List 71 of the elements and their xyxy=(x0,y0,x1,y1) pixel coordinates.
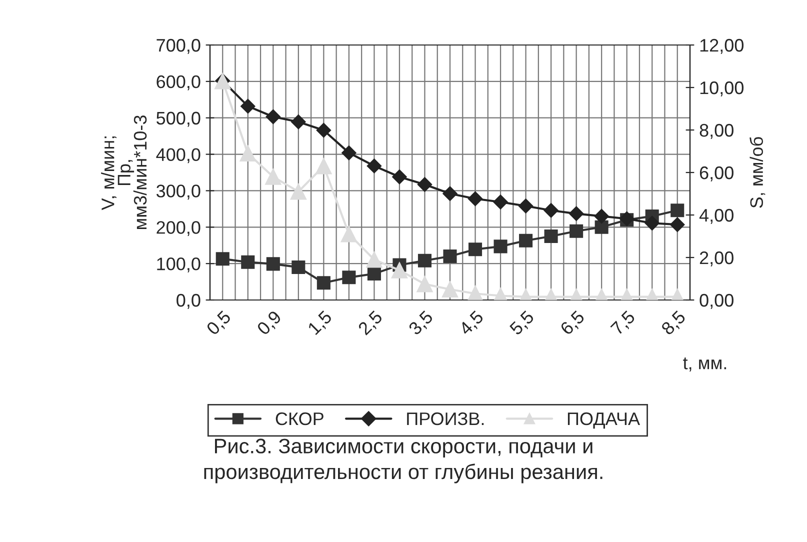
y-tick-label: 300,0 xyxy=(156,184,200,200)
point xyxy=(644,216,660,231)
legend-label: ПОДАЧА xyxy=(568,412,640,429)
y2-tick-label: 12,00 xyxy=(700,38,744,54)
point xyxy=(418,254,432,268)
point xyxy=(340,226,358,242)
point xyxy=(494,240,508,254)
y-tick-label: 0,0 xyxy=(176,294,200,309)
y-tick-label: 200,0 xyxy=(156,221,200,236)
y-tick-label: 400,0 xyxy=(156,148,200,164)
point xyxy=(366,158,382,174)
legend-label: ПРОИЗВ. xyxy=(407,412,484,426)
point xyxy=(367,267,381,281)
y-tick-label: 500,0 xyxy=(156,112,200,127)
x-tick-label: 3,5 xyxy=(408,310,436,338)
y2-tick-label: 0,00 xyxy=(700,294,734,309)
point xyxy=(493,194,508,210)
y-tick-label: 600,0 xyxy=(156,75,200,90)
y-axis-title: V, м/мин; Пр, мм3/мин*10-3 xyxy=(101,116,147,230)
point xyxy=(670,204,684,218)
point xyxy=(392,169,407,184)
point xyxy=(292,260,306,274)
point xyxy=(216,252,230,266)
point xyxy=(316,122,332,138)
point xyxy=(518,198,534,214)
point xyxy=(316,158,332,174)
point xyxy=(670,217,685,232)
x-tick-label: 6,5 xyxy=(560,310,587,338)
point xyxy=(240,98,256,114)
point xyxy=(544,229,558,244)
y-tick-label: 700,0 xyxy=(156,38,200,54)
y2-tick-label: 2,00 xyxy=(700,251,734,266)
y-tick-label: 100,0 xyxy=(157,258,200,272)
point xyxy=(570,224,584,238)
x-tick-label: 0,9 xyxy=(256,310,284,338)
point xyxy=(342,145,356,160)
point xyxy=(594,208,609,224)
y2-tick-label: 10,00 xyxy=(700,81,744,96)
y2-axis-title: S, мм/об xyxy=(750,137,766,208)
point xyxy=(266,109,281,124)
y2-tick-label: 6,00 xyxy=(700,166,734,182)
x-tick-label: 4,5 xyxy=(458,310,486,338)
x-tick-label: 8,5 xyxy=(660,310,688,338)
point xyxy=(468,242,482,256)
point xyxy=(290,183,307,200)
point xyxy=(342,270,356,284)
x-tick-label: 7,5 xyxy=(610,310,638,338)
point xyxy=(519,234,533,248)
point xyxy=(417,177,432,192)
text: Рис.3. Зависимости скорости, подачи и производительности от глубины резания. xyxy=(204,438,602,484)
point xyxy=(240,145,256,162)
point xyxy=(366,251,382,268)
y2-tick-label: 4,00 xyxy=(699,208,734,224)
x-tick-label: 2,5 xyxy=(357,310,385,338)
point xyxy=(544,202,558,218)
point xyxy=(442,186,458,202)
legend-label: СКОР xyxy=(276,412,324,426)
point xyxy=(468,191,483,206)
x-tick-label: 0,5 xyxy=(206,310,233,338)
point xyxy=(266,257,280,271)
point xyxy=(265,168,282,185)
x-axis-title: t, мм. xyxy=(683,358,726,372)
y2-tick-label: 8,00 xyxy=(700,124,734,139)
point xyxy=(443,250,457,264)
point xyxy=(241,255,255,269)
point xyxy=(594,220,608,234)
x-tick-label: 1,5 xyxy=(307,310,334,337)
point xyxy=(291,114,306,130)
point xyxy=(568,206,584,222)
x-tick-label: 5,5 xyxy=(509,310,536,338)
point xyxy=(316,276,330,290)
